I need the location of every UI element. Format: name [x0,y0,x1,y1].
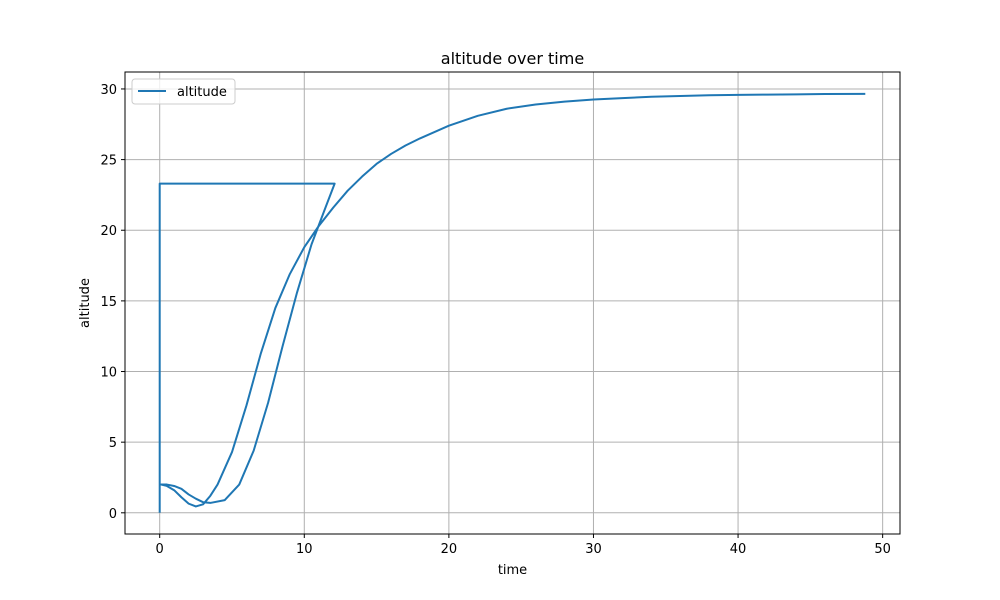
x-tick-label: 20 [441,542,458,557]
y-tick-label: 0 [109,507,117,522]
y-axis-label: altitude [78,278,93,328]
x-tick-label: 30 [585,542,602,557]
chart-title: altitude over time [441,49,584,68]
x-tick-label: 50 [874,542,891,557]
x-tick-label: 0 [156,542,164,557]
x-tick-label: 10 [296,542,313,557]
y-tick-label: 10 [100,366,117,381]
series-layer [158,92,866,513]
y-tick-label: 5 [109,436,117,451]
legend-label: altitude [177,85,227,100]
y-tick-label: 20 [100,224,117,239]
y-tick-label: 15 [100,295,117,310]
x-tick-label: 40 [730,542,747,557]
x-axis-label: time [498,563,527,578]
legend: altitude [131,78,236,105]
y-tick-label: 25 [100,154,117,169]
ticks: 0 10 20 30 40 50 0 5 10 15 20 25 30 [100,83,890,557]
grid [125,72,900,534]
plot-frame [124,71,901,535]
y-tick-label: 30 [100,83,117,98]
legend-box [131,78,236,105]
altitude-line [158,92,866,513]
